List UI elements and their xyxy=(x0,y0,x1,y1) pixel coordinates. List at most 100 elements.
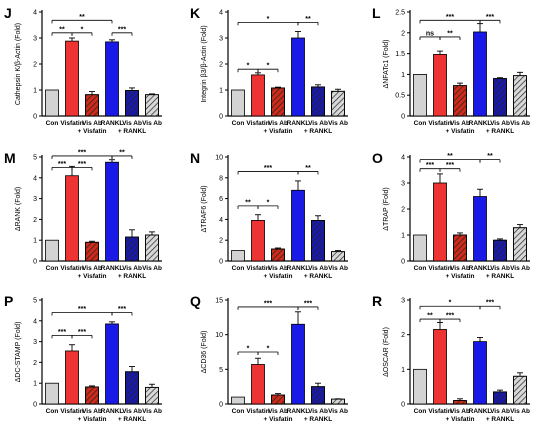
category-label: + RANKL xyxy=(486,416,514,423)
panel-letter: K xyxy=(190,5,200,21)
category-label: Con xyxy=(414,265,427,272)
category-label: Vis Ab xyxy=(142,408,162,415)
y-tick-label: 2.5 xyxy=(395,10,405,17)
category-label: Visfatin xyxy=(428,120,451,127)
category-label: + Visfatin xyxy=(78,128,107,135)
category-label: + Visfatin xyxy=(78,416,107,423)
significance-label: *** xyxy=(304,300,312,307)
category-label: Con xyxy=(232,120,245,127)
category-label: Visfatin xyxy=(246,120,269,127)
significance-label: *** xyxy=(446,14,454,21)
category-label: Vis Ab xyxy=(308,265,328,272)
y-tick-label: 4 xyxy=(219,10,223,17)
category-label: Vis Ab xyxy=(82,408,102,415)
significance-label: ** xyxy=(59,26,65,33)
y-tick-label: 2 xyxy=(33,360,37,367)
bar-hatch xyxy=(311,386,325,405)
significance-label: *** xyxy=(58,329,66,336)
significance-label: *** xyxy=(118,26,126,33)
y-tick-label: 3 xyxy=(401,298,405,305)
category-label: + RANKL xyxy=(118,416,146,423)
y-tick-label: 5 xyxy=(33,298,37,305)
category-label: RANKL xyxy=(101,120,124,127)
category-label: Vis Ab xyxy=(490,265,510,272)
bar-hatch xyxy=(145,386,159,405)
bar-hatch xyxy=(453,234,467,262)
category-label: Vis Ab xyxy=(450,265,470,272)
category-label: Visfatin xyxy=(246,408,269,415)
significance-label: ** xyxy=(119,149,125,156)
panel-j: J 0 1 2 3 4 Cathepsin K/β-Actin (Fold) Con Visfa… xyxy=(4,5,162,135)
significance-label: * xyxy=(267,63,270,70)
y-tick-label: 1 xyxy=(401,72,405,79)
significance-label: ** xyxy=(245,199,251,206)
significance-label: *** xyxy=(486,14,494,21)
category-label: Vis Ab xyxy=(122,408,142,415)
bar xyxy=(291,37,305,117)
bar xyxy=(105,161,119,262)
y-tick-label: 8 xyxy=(219,175,223,182)
y-tick-label: 0 xyxy=(33,259,37,266)
significance-label: ** xyxy=(305,16,311,23)
bar-hatch xyxy=(85,241,99,262)
category-label: Vis Ab xyxy=(268,120,288,127)
y-tick-label: 1.5 xyxy=(395,51,405,58)
bar-hatch xyxy=(453,400,467,405)
significance-label: *** xyxy=(78,161,86,168)
significance-label: *** xyxy=(486,300,494,307)
bar-hatch xyxy=(453,85,467,117)
category-label: + RANKL xyxy=(304,416,332,423)
significance-label: *** xyxy=(78,149,86,156)
y-tick-label: 0.5 xyxy=(395,93,405,100)
y-axis-label: ΔNFATc1 (Fold) xyxy=(383,40,390,89)
bar xyxy=(433,54,447,117)
bar xyxy=(433,182,447,262)
significance-label: ** xyxy=(447,153,453,160)
category-label: Visfatin xyxy=(60,120,83,127)
category-label: RANKL xyxy=(287,408,310,415)
category-label: RANKL xyxy=(469,265,492,272)
bar-hatch xyxy=(493,239,507,262)
panel-letter: O xyxy=(372,150,383,166)
bar xyxy=(45,239,59,262)
bar-hatch xyxy=(271,87,285,117)
category-label: Visfatin xyxy=(60,265,83,272)
category-label: Vis Ab xyxy=(328,120,348,127)
category-label: + RANKL xyxy=(304,128,332,135)
bar-hatch xyxy=(271,394,285,405)
y-axis-label: ΔRANK (Fold) xyxy=(15,187,22,231)
y-tick-label: 5 xyxy=(33,155,37,162)
category-label: RANKL xyxy=(101,265,124,272)
y-tick-label: 0 xyxy=(219,114,223,121)
category-label: + Visfatin xyxy=(446,416,475,423)
y-tick-label: 3 xyxy=(33,339,37,346)
significance-label: *** xyxy=(264,165,272,172)
significance-label: * xyxy=(247,63,250,70)
significance-label: *** xyxy=(446,162,454,169)
category-label: + Visfatin xyxy=(264,273,293,280)
y-axis-label: ΔDC-STAMP (Fold) xyxy=(15,322,22,383)
bar xyxy=(473,341,487,405)
panel-k: K 0 1 2 3 4 Integrin β3/β-Actin (Fold) Con Visfa… xyxy=(190,5,348,135)
bar xyxy=(65,175,79,262)
significance-label: *** xyxy=(118,306,126,313)
significance-label: *** xyxy=(446,313,454,320)
y-tick-label: 1 xyxy=(401,233,405,240)
y-tick-label: 0 xyxy=(219,402,223,409)
bar xyxy=(291,189,305,262)
category-label: Visfatin xyxy=(246,265,269,272)
bar-hatch xyxy=(145,234,159,262)
bar-hatch xyxy=(145,94,159,117)
category-label: + Visfatin xyxy=(446,128,475,135)
bar-hatch xyxy=(331,398,345,405)
panel-letter: N xyxy=(190,150,200,166)
category-label: Vis Ab xyxy=(490,408,510,415)
y-tick-label: 2 xyxy=(33,217,37,224)
y-tick-label: 1 xyxy=(219,88,223,95)
y-axis-label: ΔCD36 (Fold) xyxy=(201,331,208,374)
bar xyxy=(45,89,59,117)
y-tick-label: 15 xyxy=(215,298,223,305)
y-axis-label: ΔTRAF6 (Fold) xyxy=(201,185,208,232)
